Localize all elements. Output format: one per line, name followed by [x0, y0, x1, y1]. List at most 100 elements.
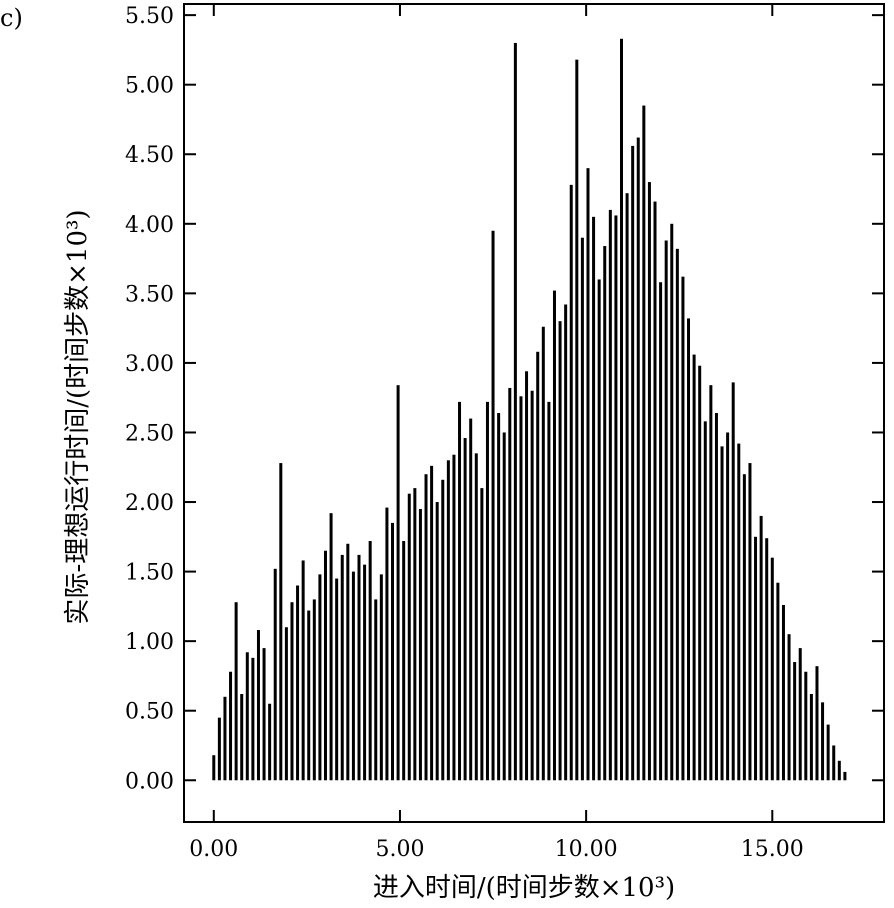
bar	[815, 666, 819, 781]
bar	[351, 571, 355, 781]
bar	[385, 507, 389, 781]
panel-label: c)	[0, 4, 23, 32]
bar	[787, 634, 791, 781]
bar	[776, 582, 780, 781]
y-tick-label: 3.00	[125, 352, 174, 377]
bar	[418, 508, 422, 781]
bar	[374, 599, 378, 781]
x-tick-label: 0.00	[189, 837, 238, 862]
bar	[485, 401, 489, 781]
bar	[804, 671, 808, 781]
bar	[229, 671, 233, 781]
plot-frame	[183, 3, 885, 823]
bar	[592, 216, 596, 781]
y-tick-label: 1.00	[125, 630, 174, 655]
bar	[290, 602, 294, 781]
bar	[675, 248, 679, 781]
x-tick-label: 10.00	[555, 837, 618, 862]
bar	[497, 413, 501, 781]
bar	[608, 209, 612, 781]
bar	[474, 453, 478, 781]
bar	[536, 351, 540, 781]
bar	[821, 702, 825, 781]
bar	[552, 290, 556, 781]
bar	[714, 413, 718, 781]
bar	[759, 515, 763, 781]
bar	[547, 401, 551, 781]
bar	[441, 479, 445, 781]
bar	[502, 432, 506, 781]
bar	[284, 627, 288, 781]
bar	[519, 396, 523, 781]
x-tick-label: 15.00	[741, 837, 804, 862]
bar	[296, 585, 300, 781]
bar	[575, 59, 579, 781]
bar	[687, 318, 691, 781]
bar	[379, 574, 383, 781]
bar	[625, 193, 629, 781]
bar	[809, 694, 813, 781]
bar	[407, 493, 411, 781]
bar	[765, 538, 769, 781]
bar	[603, 246, 607, 781]
bar	[452, 454, 456, 781]
bar	[491, 230, 495, 781]
bar	[346, 543, 350, 781]
x-axis-label: 进入时间/(时间步数×10³)	[373, 873, 675, 903]
bar	[781, 604, 785, 781]
bar	[564, 304, 568, 781]
bar	[458, 401, 462, 781]
bar	[301, 560, 305, 781]
bar	[620, 38, 623, 781]
bar	[240, 694, 244, 781]
bar	[580, 237, 584, 781]
bar	[614, 215, 618, 781]
y-tick-label: 2.00	[125, 491, 174, 516]
bar	[558, 321, 562, 781]
bar	[273, 568, 277, 781]
bar	[446, 460, 450, 781]
bar	[631, 145, 635, 781]
bar	[647, 182, 651, 781]
bar	[597, 279, 601, 781]
bar	[251, 657, 255, 781]
y-tick-label: 3.50	[125, 282, 174, 307]
bar	[754, 536, 758, 781]
bar	[742, 474, 746, 781]
bar	[837, 760, 841, 781]
y-axis-label: 实际-理想运行时间/(时间步数×10³)	[63, 209, 93, 624]
bar	[262, 648, 266, 781]
y-tick-label: 4.00	[125, 213, 174, 238]
bar	[217, 717, 221, 781]
bar	[480, 488, 484, 781]
bar	[469, 418, 473, 781]
bar	[798, 648, 802, 781]
bar	[430, 465, 434, 781]
bar	[335, 578, 339, 781]
y-tick-label: 5.00	[125, 74, 174, 99]
bar	[692, 354, 696, 781]
bar	[642, 105, 646, 781]
bar	[586, 168, 590, 781]
bar	[391, 522, 395, 781]
y-tick-label: 5.50	[125, 4, 174, 29]
bar	[307, 610, 311, 781]
bar	[279, 463, 283, 781]
bar	[748, 463, 752, 781]
bar	[312, 599, 316, 781]
bar	[670, 223, 674, 781]
bar	[703, 421, 707, 781]
bar	[463, 438, 467, 781]
bar	[212, 755, 216, 781]
bar	[368, 540, 372, 781]
y-tick-label: 2.50	[125, 421, 174, 446]
bar	[525, 371, 529, 781]
bar	[413, 488, 417, 781]
bar	[396, 385, 400, 781]
bar	[653, 201, 657, 781]
bar	[659, 282, 663, 781]
y-tick-label: 0.50	[125, 700, 174, 725]
bar	[363, 564, 367, 781]
